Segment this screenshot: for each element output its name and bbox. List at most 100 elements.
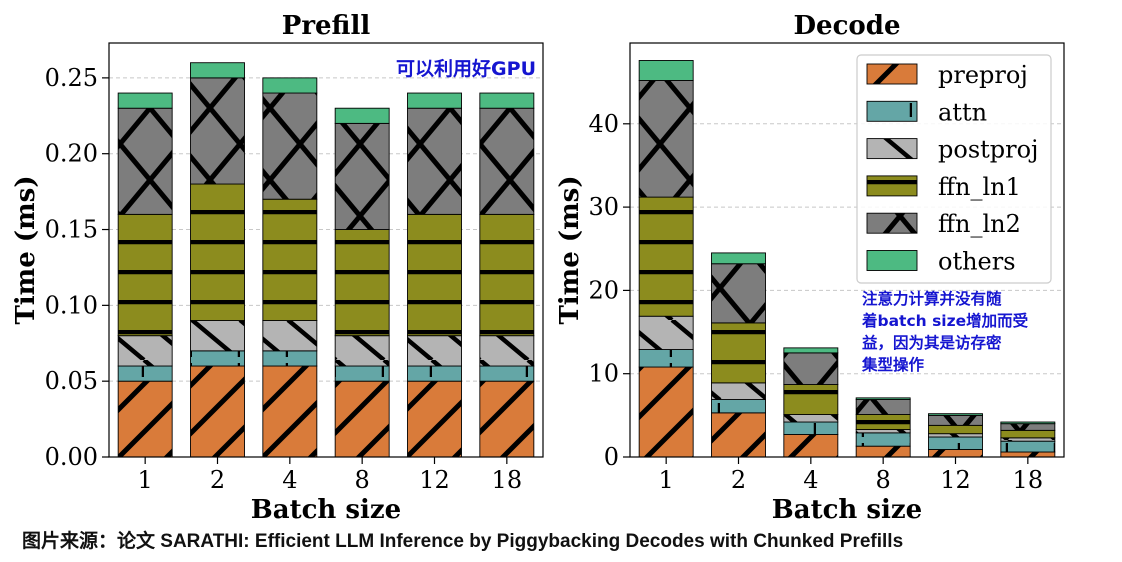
bar-outline-others-8 [334,107,390,124]
bar-hatch-preproj-18 [479,381,534,457]
legend-label-attn: attn [938,98,987,126]
bar-hatch-preproj-18 [1000,452,1055,457]
legend-swatch-hatch-attn [867,101,917,122]
bar-hatch-ffn_ln2-18 [1000,423,1055,431]
bar-outline-others-18 [1000,421,1056,425]
prefill-annotation: 可以利用好GPU [396,57,536,80]
legend-swatch-others [867,250,917,271]
y-tick-label: 20 [588,276,619,304]
bar-others-2 [190,62,245,78]
bar-hatch-ffn_ln2-1 [639,80,694,198]
figure-caption: 图片来源：论文 SARATHI: Efficient LLM Inference… [22,531,904,552]
x-tick-label: 4 [282,466,297,494]
bar-hatch-attn-1 [118,366,173,382]
bar-hatch-postproj-2 [711,382,766,400]
y-tick-label: 0.20 [45,140,98,168]
bar-outline-others-12 [407,92,462,109]
bar-hatch-postproj-1 [639,316,694,350]
legend-swatch-hatch-preproj [867,64,917,84]
bar-hatch-preproj-2 [190,366,245,457]
y-tick-label: 40 [588,110,619,138]
x-tick-label: 12 [419,466,450,494]
bar-others-8 [335,108,390,124]
bar-others-4 [783,347,838,353]
bar-stack-1 [638,60,694,458]
bar-hatch-attn-12 [407,366,462,382]
prefill-plot-frame [108,42,544,458]
legend-swatch-hatch-ffn_ln1 [867,175,917,196]
bar-stack-12 [928,413,983,458]
bar-outline-others-8 [855,397,911,400]
bar-hatch-attn-1 [639,349,694,368]
x-tick-label: 18 [492,466,523,494]
bar-hatch-ffn_ln2-4 [783,352,838,385]
bar-stack-18 [1000,421,1056,458]
legend-item-postproj: postproj [866,136,1039,164]
x-tick-label: 8 [355,466,370,494]
legend-swatch-hatch-postproj [867,138,917,159]
bar-hatch-ffn_ln1-18 [1000,430,1055,438]
decode-bars [638,60,1056,458]
y-tick-label: 10 [588,360,619,388]
decode-y-ticks: 0 10 20 30 40 [588,110,630,471]
legend-swatch-outline-postproj [866,138,918,160]
bar-hatch-preproj-12 [928,449,983,457]
decode-annotation-line-4: 集型操作 [861,355,925,374]
bar-outline-others-1 [638,60,694,81]
bar-hatch-ffn_ln2-12 [407,108,462,215]
decode-annotation-line-1: 注意力计算并没有随 [862,289,1002,308]
bar-stack-12 [407,92,462,458]
prefill-chart: Prefill 0.000.050.100.150.200.25 1 2 4 8 12 1… [11,11,544,520]
bar-stack-2 [711,252,766,458]
bar-hatch-preproj-8 [335,381,390,457]
bar-hatch-attn-2 [190,350,245,367]
decode-annotation: 注意力计算并没有随 着batch size增加而受 益，因为其是访存密 集型操作 [861,289,1029,374]
legend-item-others: others [866,248,1016,276]
bar-outline-others-1 [117,92,173,109]
bar-hatch-attn-18 [479,366,534,382]
bar-hatch-preproj-4 [783,434,838,457]
x-tick-label: 2 [210,466,225,494]
bar-hatch-ffn_ln2-2 [711,263,766,323]
bar-outline-others-4 [783,347,839,354]
bar-hatch-ffn_ln1-12 [407,214,462,336]
bar-hatch-ffn_ln1-2 [190,184,245,321]
legend-swatch-outline-others [866,250,918,271]
bar-hatch-ffn_ln1-4 [262,199,317,321]
legend-label-others: others [938,248,1016,276]
legend-swatch-outline-ffn_ln2 [866,212,918,234]
prefill-y-axis-label: Time (ms) [11,175,41,324]
decode-x-ticks: 1 2 4 8 12 18 [659,457,1043,494]
bar-hatch-preproj-1 [118,381,173,457]
bar-others-18 [1000,422,1055,424]
bar-hatch-ffn_ln1-1 [639,197,694,317]
prefill-bars [117,62,535,458]
bar-others-18 [479,93,534,109]
bar-hatch-ffn_ln1-2 [711,322,766,383]
bar-hatch-ffn_ln1-8 [856,414,911,430]
y-tick-label: 0.15 [45,216,98,244]
legend-item-ffn_ln1: ffn_ln1 [866,173,1021,201]
bar-hatch-preproj-4 [262,366,317,457]
y-tick-label: 0.00 [45,443,98,471]
y-tick-label: 0.25 [45,64,98,92]
legend-label-ffn_ln1: ffn_ln1 [938,173,1021,201]
bar-hatch-postproj-12 [407,335,462,367]
bar-hatch-attn-12 [928,437,983,450]
bar-hatch-ffn_ln1-4 [783,384,838,415]
bar-others-12 [928,413,983,416]
bar-outline-others-2 [711,252,766,265]
legend-swatch-outline-preproj [866,63,918,85]
bar-hatch-postproj-18 [479,335,534,367]
bar-hatch-postproj-4 [783,414,838,423]
bar-hatch-ffn_ln2-8 [856,399,911,415]
x-tick-label: 8 [876,466,891,494]
bar-hatch-ffn_ln2-12 [928,415,983,426]
bar-hatch-postproj-4 [262,320,317,351]
bar-hatch-attn-8 [856,432,911,447]
bar-hatch-postproj-8 [335,335,390,367]
prefill-y-ticks: 0.00 0.05 0.10 0.15 0.20 0.25 [45,64,109,471]
legend-item-attn: attn [866,98,987,126]
legend-swatch-hatch-ffn_ln2 [867,213,917,234]
